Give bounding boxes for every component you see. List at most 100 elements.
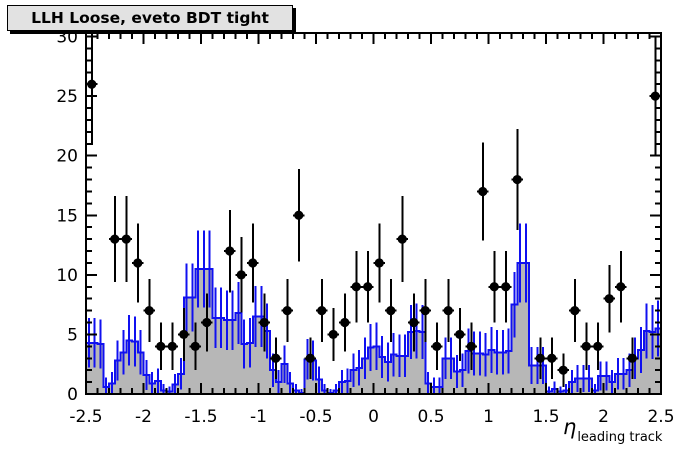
point-marker [259, 317, 269, 328]
point-marker [328, 329, 338, 340]
data-point [396, 196, 408, 283]
data-point [258, 293, 270, 352]
point-marker [512, 174, 522, 185]
data-point [373, 223, 385, 303]
x-axis-title: ηleading track [563, 415, 663, 445]
x-tick-label: 2 [598, 407, 609, 427]
point-marker [570, 306, 580, 316]
y-tick-label: 0 [67, 385, 78, 405]
point-marker [627, 353, 637, 363]
data-point [431, 322, 443, 371]
data-points [86, 33, 661, 388]
x-tick-label: -2 [135, 407, 152, 427]
data-point [442, 279, 454, 343]
point-marker [604, 294, 614, 304]
data-point [304, 337, 316, 379]
point-marker [225, 246, 235, 256]
data-point [235, 237, 247, 313]
y-tick-label: 25 [56, 87, 78, 107]
point-marker [179, 329, 189, 340]
data-point [327, 307, 339, 362]
data-point [86, 33, 98, 145]
point-marker [363, 282, 373, 292]
data-point [224, 209, 236, 293]
point-marker [489, 282, 499, 292]
point-marker [167, 341, 177, 351]
data-point [477, 142, 489, 241]
axis-ticks [85, 33, 662, 395]
point-marker [271, 353, 281, 363]
y-tick-label: 10 [56, 266, 78, 286]
y-tick-label: 5 [67, 325, 78, 345]
point-marker [386, 306, 396, 316]
x-tick-label: -1 [250, 407, 267, 427]
data-point [201, 293, 213, 352]
point-marker [535, 353, 545, 363]
point-marker [455, 329, 465, 340]
x-tick-label: 1 [483, 407, 494, 427]
data-point [385, 279, 397, 343]
data-point [603, 264, 615, 333]
point-marker [202, 317, 212, 328]
plot-title: LLH Loose, eveto BDT tight [31, 9, 269, 27]
point-marker [581, 341, 591, 351]
point-marker [110, 234, 120, 244]
point-marker [294, 210, 304, 220]
data-point [488, 251, 500, 323]
point-marker [121, 234, 131, 244]
x-tick-label: -0.5 [299, 407, 332, 427]
data-point [569, 279, 581, 343]
x-tick-label: 0 [368, 407, 379, 427]
data-point [557, 353, 569, 388]
x-tick-label: 2.5 [647, 407, 674, 427]
data-point [339, 293, 351, 352]
point-marker [616, 282, 626, 292]
x-tick-label: 0.5 [417, 407, 444, 427]
data-point [408, 293, 420, 352]
data-point [419, 279, 431, 343]
point-marker [305, 353, 315, 363]
data-point [580, 322, 592, 371]
data-point [454, 307, 466, 362]
data-point [511, 128, 523, 231]
point-marker [409, 317, 419, 328]
data-point [362, 251, 374, 323]
data-point [270, 337, 282, 379]
data-point [592, 322, 604, 371]
data-point [109, 196, 121, 283]
y-tick-label: 30 [56, 28, 78, 48]
point-marker [236, 270, 246, 280]
point-marker [374, 258, 384, 268]
x-tick-label: -2.5 [69, 407, 102, 427]
y-tick-label: 20 [56, 147, 78, 167]
data-point [293, 169, 305, 262]
data-point [247, 223, 259, 303]
data-point [546, 337, 558, 379]
point-marker [351, 282, 361, 292]
point-marker [190, 341, 200, 351]
y-tick-label: 15 [56, 206, 78, 226]
data-point [132, 223, 144, 303]
x-tick-label: -1.5 [184, 407, 217, 427]
point-marker [593, 341, 603, 351]
data-point [155, 322, 167, 371]
point-marker [156, 341, 166, 351]
point-marker [443, 306, 453, 316]
point-marker [432, 341, 442, 351]
title-box: LLH Loose, eveto BDT tight [7, 5, 293, 31]
point-marker [466, 341, 476, 351]
data-point [350, 251, 362, 323]
data-point [120, 196, 132, 283]
data-point [500, 251, 512, 323]
point-marker [248, 258, 258, 268]
data-point [316, 279, 328, 343]
data-point [465, 322, 477, 371]
data-point [189, 322, 201, 371]
point-marker [420, 306, 430, 316]
data-point [281, 279, 293, 343]
point-marker [144, 306, 154, 316]
data-point [178, 307, 190, 362]
point-marker [478, 186, 488, 197]
data-point [534, 337, 546, 379]
